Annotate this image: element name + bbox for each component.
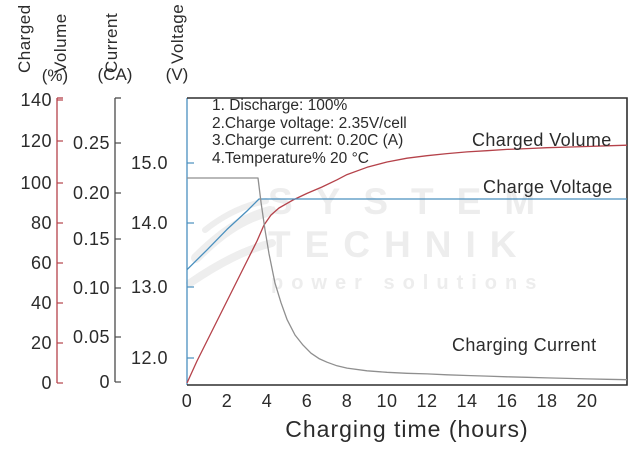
annotation-line-1: 1. Discharge: 100% bbox=[212, 97, 348, 114]
y-tick-label-charged: 40 bbox=[30, 293, 52, 313]
x-tick-label: 12 bbox=[416, 391, 438, 411]
x-tick-label: 8 bbox=[341, 391, 353, 411]
percent-unit-label: (%) bbox=[41, 66, 69, 85]
x-tick-label: 10 bbox=[376, 391, 398, 411]
y-tick-label-voltage: 12.0 bbox=[130, 348, 168, 368]
plot-border bbox=[187, 97, 628, 386]
y-tick-label-current: 0.15 bbox=[72, 229, 110, 249]
charging-current-curve bbox=[187, 177, 628, 381]
x-tick-label: 6 bbox=[301, 391, 313, 411]
annotation-line-4: 4.Temperature% 20 °C bbox=[212, 149, 369, 167]
x-tick-label: 0 bbox=[181, 391, 193, 411]
curve-label-charged-volume: Charged Volume bbox=[472, 130, 612, 150]
watermark-power-solutions: power solutions bbox=[271, 272, 545, 294]
y-tick-label-voltage: 15.0 bbox=[130, 153, 168, 173]
watermark-technik: TECHNIK bbox=[268, 224, 531, 265]
y-tick-label-charged: 120 bbox=[20, 131, 52, 151]
y-tick-label-charged: 60 bbox=[30, 253, 52, 273]
y-tick-label-current: 0.20 bbox=[72, 183, 110, 203]
y-tick-label-charged: 100 bbox=[20, 173, 52, 193]
chart-annotations: 1. Discharge: 100% 2.Charge voltage: 2.3… bbox=[212, 97, 407, 167]
charge-voltage-curve bbox=[186, 198, 627, 271]
charged-axis-label: Charged bbox=[15, 4, 34, 73]
y-tick-label-current: 0 bbox=[99, 372, 110, 392]
charged-volume-curve bbox=[186, 144, 628, 384]
y-tick-label-voltage: 14.0 bbox=[130, 213, 168, 233]
x-tick-label: 2 bbox=[221, 391, 233, 411]
y-tick-label-current: 0.25 bbox=[72, 133, 110, 153]
y-tick-label-voltage: 13.0 bbox=[130, 277, 168, 297]
y-tick-label-current: 0.05 bbox=[72, 327, 110, 347]
annotation-line-2: 2.Charge voltage: 2.35V/cell bbox=[212, 114, 407, 132]
x-tick-label: 16 bbox=[496, 391, 518, 411]
y-tick-label-charged: 80 bbox=[30, 213, 52, 233]
current-axis-label: Current bbox=[102, 12, 121, 73]
curve-label-charge-voltage: Charge Voltage bbox=[483, 177, 613, 197]
x-tick-label: 18 bbox=[536, 391, 558, 411]
x-tick-label: 4 bbox=[261, 391, 273, 411]
y-tick-label-charged: 20 bbox=[30, 333, 52, 353]
v-unit-label: (V) bbox=[165, 65, 189, 84]
y-tick-label-charged: 0 bbox=[41, 373, 52, 393]
y-tick-label-charged: 140 bbox=[20, 90, 52, 110]
curve-label-charging-current: Charging Current bbox=[452, 335, 597, 355]
watermark-logo-swoosh bbox=[186, 198, 276, 287]
watermark-system: SYSTEM bbox=[268, 181, 559, 222]
y-tick-label-current: 0.10 bbox=[72, 278, 110, 298]
x-tick-label: 14 bbox=[456, 391, 478, 411]
x-tick-label: 20 bbox=[576, 391, 598, 411]
ca-unit-label: (CA) bbox=[97, 65, 133, 84]
voltage-axis-label: Voltage bbox=[168, 3, 187, 64]
annotation-line-3: 3.Charge current: 0.20C (A) bbox=[212, 132, 404, 149]
x-axis-label: Charging time (hours) bbox=[285, 416, 529, 442]
volume-axis-label: Volume bbox=[51, 13, 70, 73]
